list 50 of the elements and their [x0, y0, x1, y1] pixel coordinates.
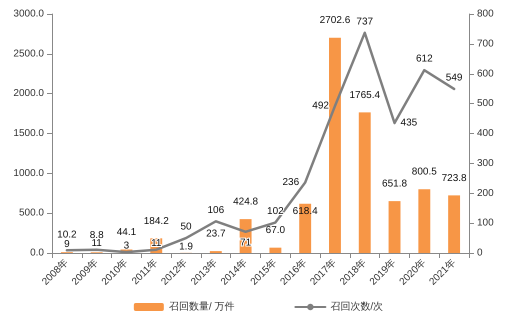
data-label: 236 — [282, 176, 300, 188]
y-tick-label: 0.0 — [30, 248, 44, 258]
legend-label: 召回数量/ 万件 — [168, 302, 234, 312]
y-tick-label: 1000.0 — [13, 168, 44, 179]
y2-tick-label: 200 — [477, 188, 494, 199]
y2-tick-label: 600 — [477, 68, 494, 80]
y-tick-label: 1500.0 — [13, 128, 44, 139]
data-label: 102 — [267, 206, 284, 218]
data-label: 612 — [416, 54, 434, 65]
data-label: 11 — [151, 238, 162, 250]
data-label: 1765.4 — [349, 90, 380, 101]
y-tick-label: 3000.0 — [13, 8, 44, 20]
y2-tick-label: 0 — [477, 248, 483, 258]
y-tick-label: 2500.0 — [13, 48, 44, 60]
data-label: 737 — [356, 16, 374, 28]
data-label: 50 — [180, 222, 192, 233]
bar — [388, 201, 400, 253]
bar — [269, 248, 282, 253]
data-label: 67.0 — [266, 225, 286, 236]
data-label: 435 — [400, 118, 418, 129]
data-label: 9 — [64, 238, 70, 250]
legend-label: 召回次数/次 — [330, 302, 384, 312]
data-label: 3 — [124, 240, 130, 252]
data-label: 23.7 — [206, 228, 226, 240]
bar — [358, 112, 371, 253]
y-tick-label: 2000.0 — [13, 88, 44, 100]
y2-tick-label: 500 — [477, 98, 494, 110]
y2-tick-label: 300 — [477, 158, 494, 169]
data-label: 10.2 — [57, 230, 78, 241]
data-label: 723.8 — [442, 172, 468, 184]
data-label: 424.8 — [233, 196, 259, 208]
data-label: 549 — [446, 72, 463, 84]
y2-tick-label: 400 — [477, 128, 494, 139]
bar — [329, 38, 341, 253]
y2-tick-label: 700 — [477, 38, 494, 50]
data-label: 1.9 — [179, 241, 194, 252]
y2-tick-label: 100 — [477, 218, 494, 229]
data-label: 492 — [312, 100, 330, 112]
data-label: 106 — [207, 204, 225, 216]
bar — [448, 195, 460, 253]
y2-tick-label: 800 — [477, 8, 494, 20]
data-label: 2702.6 — [320, 15, 351, 26]
data-label: 44.1 — [116, 226, 137, 238]
data-label: 71 — [240, 237, 252, 248]
data-label: 651.8 — [382, 178, 408, 190]
bar — [418, 189, 430, 253]
data-label: 11 — [91, 238, 102, 250]
data-label: 184.2 — [144, 216, 170, 227]
data-label: 800.5 — [412, 166, 438, 178]
y-tick-label: 500.0 — [18, 208, 44, 219]
